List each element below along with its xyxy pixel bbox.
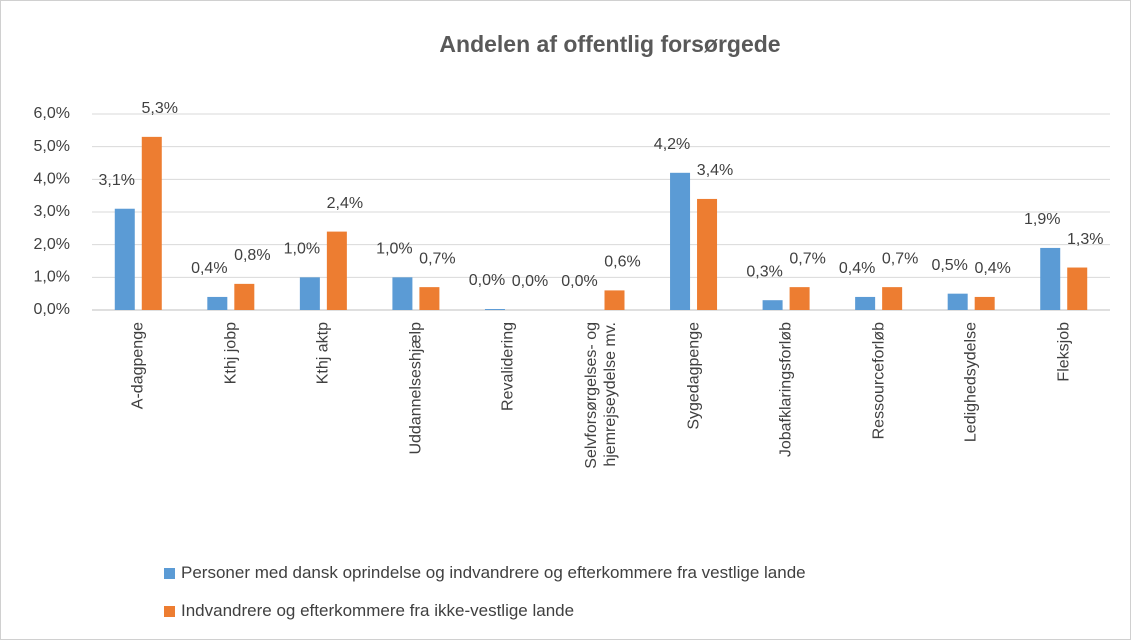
legend-label: Indvandrere og efterkommere fra ikke-ves…: [181, 601, 575, 620]
bar: [419, 287, 440, 310]
data-label: 0,0%: [469, 272, 505, 289]
y-tick-label: 0,0%: [34, 301, 70, 318]
x-tick-label: Uddannelseshjælp: [407, 322, 425, 455]
y-tick-label: 2,0%: [34, 236, 70, 253]
legend-item: Indvandrere og efterkommere fra ikke-ves…: [164, 601, 574, 621]
x-tick-label: A-dagpenge: [129, 322, 147, 410]
data-label: 0,4%: [974, 260, 1010, 277]
bar: [114, 208, 135, 310]
data-label: 2,4%: [327, 195, 363, 212]
data-label: 0,8%: [234, 247, 270, 264]
data-label: 0,7%: [419, 250, 455, 267]
legend-item: Personer med dansk oprindelse og indvand…: [164, 563, 806, 583]
data-label: 0,5%: [931, 257, 967, 274]
x-tick-label: Sygedagpenge: [685, 322, 703, 430]
x-tick-label: Kthj aktp: [314, 322, 332, 385]
data-label: 0,6%: [604, 254, 640, 271]
y-tick-label: 5,0%: [34, 138, 70, 155]
y-tick-label: 6,0%: [34, 105, 70, 122]
data-label: 0,0%: [561, 273, 597, 290]
legend-swatch: [164, 605, 175, 617]
y-tick-label: 1,0%: [34, 269, 70, 286]
bar: [299, 277, 320, 310]
chart-title: Andelen af offentlig forsørgede: [439, 31, 780, 57]
y-tick-label: 3,0%: [34, 203, 70, 220]
x-tick-label: Selvforsørgelses- og hjemrejseydelse mv.: [583, 322, 619, 469]
data-label: 1,0%: [376, 241, 412, 258]
data-label: 0,7%: [789, 250, 825, 267]
x-tick-label: Kthj jobp: [222, 322, 240, 385]
data-label: 4,2%: [654, 136, 690, 153]
bar: [392, 277, 413, 310]
bar: [326, 231, 347, 310]
data-label: 1,9%: [1024, 211, 1060, 228]
bar: [882, 287, 903, 310]
x-tick-label: Fleksjob: [1055, 322, 1073, 382]
bar: [484, 309, 505, 310]
bar: [855, 296, 876, 310]
x-tick-label: Jobafklaringsforløb: [777, 322, 795, 458]
bar: [141, 136, 162, 310]
bar: [762, 300, 783, 310]
data-label: 0,3%: [746, 263, 782, 280]
data-label: 1,3%: [1067, 231, 1103, 248]
data-label: 3,1%: [99, 172, 135, 189]
x-tick-label: Ledighedsydelse: [962, 322, 980, 443]
bar: [947, 293, 968, 310]
legend-label: Personer med dansk oprindelse og indvand…: [181, 563, 806, 582]
bar: [697, 198, 718, 310]
data-label: 0,0%: [512, 273, 548, 290]
y-tick-label: 4,0%: [34, 171, 70, 188]
data-label: 0,7%: [882, 250, 918, 267]
bar: [1040, 247, 1061, 310]
bar: [1067, 267, 1088, 310]
x-tick-label: Revalidering: [499, 322, 517, 411]
bar: [789, 287, 810, 310]
legend-swatch: [164, 567, 175, 579]
bar: [974, 296, 995, 310]
x-tick-label: Ressourceforløb: [870, 322, 888, 440]
bar: [207, 296, 228, 310]
data-label: 5,3%: [142, 100, 178, 117]
data-label: 3,4%: [697, 162, 733, 179]
bar: [670, 172, 691, 310]
data-label: 0,4%: [839, 260, 875, 277]
data-label: 1,0%: [284, 241, 320, 258]
data-label: 0,4%: [191, 260, 227, 277]
bar: [604, 290, 625, 310]
bar: [234, 283, 255, 310]
